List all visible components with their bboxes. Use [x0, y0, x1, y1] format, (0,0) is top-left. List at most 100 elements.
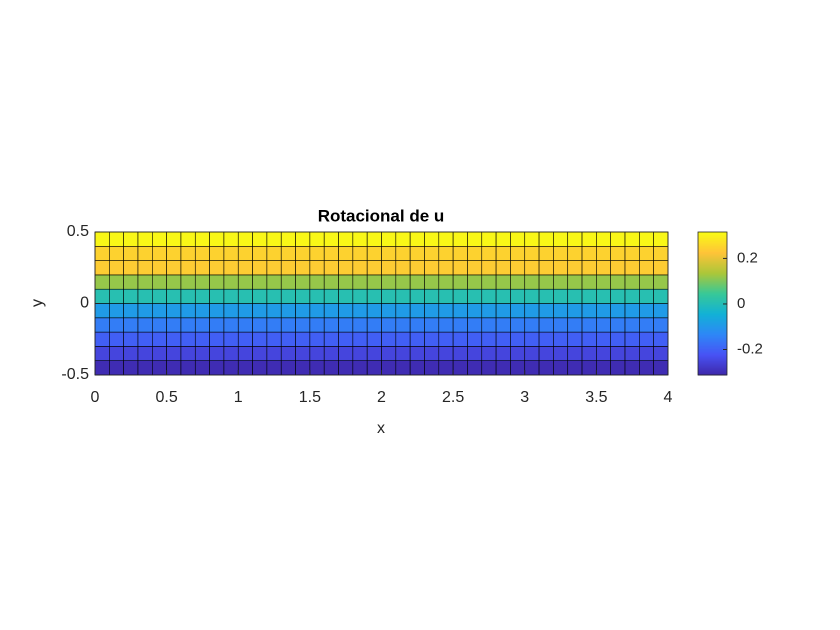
colorbar-tick-label: 0.2 — [737, 249, 758, 266]
colorbar-segment — [698, 267, 727, 269]
colorbar-segment — [698, 237, 727, 239]
cell — [381, 303, 397, 319]
cell — [438, 231, 454, 247]
cell — [266, 303, 282, 319]
cell — [381, 274, 397, 290]
colorbar-segment — [698, 285, 727, 287]
cell — [366, 360, 382, 376]
colorbar-segment — [698, 250, 727, 252]
cell — [137, 360, 153, 376]
cell — [266, 331, 282, 347]
cell — [438, 346, 454, 361]
cell — [323, 303, 339, 319]
cell — [610, 231, 626, 247]
colorbar-segment — [698, 310, 727, 312]
colorbar-segment — [698, 306, 727, 308]
colorbar-segment — [698, 297, 727, 299]
cell — [180, 231, 196, 247]
colorbar-tick-label: 0 — [737, 295, 745, 312]
cell — [653, 246, 669, 261]
cell — [223, 360, 239, 376]
cell — [381, 360, 397, 376]
cell — [323, 231, 339, 247]
cell — [538, 288, 554, 304]
cell — [553, 246, 569, 261]
cell — [123, 260, 139, 276]
cell — [338, 274, 354, 290]
colorbar-segment — [698, 348, 727, 350]
cell — [223, 288, 239, 304]
colorbar-segment — [698, 258, 727, 260]
cell — [553, 231, 569, 247]
cell — [309, 346, 325, 361]
cell — [309, 331, 325, 347]
cell — [223, 231, 239, 247]
cell — [424, 331, 440, 347]
colorbar-segment — [698, 325, 727, 327]
colorbar-segment — [698, 333, 727, 335]
y-tick-label: -0.5 — [61, 366, 89, 383]
colorbar-segment — [698, 362, 727, 364]
cell — [166, 331, 182, 347]
cell — [180, 317, 196, 333]
colorbar-segment — [698, 293, 727, 295]
y-tick-label: 0.5 — [67, 223, 89, 240]
cell — [237, 288, 253, 304]
cell — [624, 274, 640, 290]
cell — [223, 260, 239, 276]
colorbar-segment — [698, 251, 727, 253]
cell — [395, 360, 411, 376]
x-tick-label: 2 — [377, 389, 386, 406]
cell — [109, 303, 124, 319]
cell — [581, 346, 597, 361]
cell — [237, 231, 253, 247]
cell — [252, 331, 268, 347]
cell — [223, 246, 239, 261]
cell — [596, 274, 611, 290]
colorbar-segment — [698, 294, 727, 296]
colorbar-segment — [698, 305, 727, 307]
cell — [252, 246, 268, 261]
cell — [366, 288, 382, 304]
colorbar-segment — [698, 245, 727, 247]
cell — [653, 274, 669, 290]
cell — [94, 231, 110, 247]
cell — [180, 274, 196, 290]
cell — [309, 360, 325, 376]
cell — [323, 274, 339, 290]
cell — [323, 317, 339, 333]
cell — [481, 274, 497, 290]
colorbar-segment — [698, 298, 727, 300]
cell — [223, 331, 239, 347]
colorbar-segment — [698, 312, 727, 314]
cell — [166, 360, 182, 376]
cell — [538, 317, 554, 333]
cell — [610, 260, 626, 276]
cell — [553, 274, 569, 290]
cell — [338, 231, 354, 247]
colorbar-segment — [698, 304, 727, 306]
cell — [538, 303, 554, 319]
cell — [553, 317, 569, 333]
cell — [152, 346, 167, 361]
cell — [653, 303, 669, 319]
cell — [123, 231, 139, 247]
cell — [510, 288, 526, 304]
colorbar-segment — [698, 337, 727, 339]
colorbar-segment — [698, 347, 727, 349]
cell — [553, 346, 569, 361]
colorbar-segment — [698, 302, 727, 304]
cell — [209, 288, 225, 304]
cell — [596, 317, 611, 333]
colorbar-segment — [698, 329, 727, 331]
cell — [610, 331, 626, 347]
colorbar-segment — [698, 357, 727, 359]
colorbar-segment — [698, 236, 727, 238]
cell — [553, 360, 569, 376]
cell — [538, 260, 554, 276]
cell — [481, 288, 497, 304]
colorbar-segment — [698, 286, 727, 288]
cell — [653, 346, 669, 361]
cell — [409, 360, 425, 376]
cell — [123, 346, 139, 361]
